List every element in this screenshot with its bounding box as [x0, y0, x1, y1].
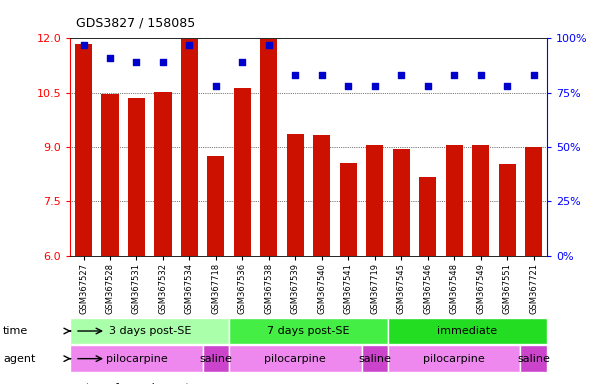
Bar: [207, 156, 224, 256]
Bar: [70, 318, 229, 344]
Point: [105, 55, 115, 61]
Text: transformed count: transformed count: [86, 383, 189, 384]
Text: agent: agent: [3, 354, 35, 364]
Bar: [260, 40, 277, 256]
Bar: [525, 147, 542, 256]
Bar: [234, 88, 251, 256]
Text: GDS3827 / 158085: GDS3827 / 158085: [76, 17, 196, 30]
Point: [423, 83, 433, 89]
Bar: [393, 149, 410, 256]
Point: [158, 59, 168, 65]
Point: [449, 72, 459, 78]
Bar: [499, 164, 516, 256]
Point: [290, 72, 300, 78]
Bar: [155, 92, 172, 256]
Bar: [445, 145, 463, 256]
Point: [343, 83, 353, 89]
Bar: [128, 98, 145, 256]
Point: [370, 83, 379, 89]
Point: [131, 59, 141, 65]
Bar: [388, 318, 547, 344]
Text: pilocarpine: pilocarpine: [423, 354, 485, 364]
Bar: [362, 345, 388, 372]
Bar: [521, 345, 547, 372]
Point: [211, 83, 221, 89]
Bar: [70, 345, 203, 372]
Point: [317, 72, 327, 78]
Text: time: time: [3, 326, 28, 336]
Point: [238, 59, 247, 65]
Point: [476, 72, 486, 78]
Text: 3 days post-SE: 3 days post-SE: [109, 326, 191, 336]
Bar: [313, 135, 331, 256]
Text: pilocarpine: pilocarpine: [265, 354, 326, 364]
Bar: [472, 144, 489, 256]
Bar: [419, 177, 436, 256]
Point: [397, 72, 406, 78]
Point: [264, 42, 274, 48]
Text: saline: saline: [358, 354, 391, 364]
Text: saline: saline: [199, 354, 232, 364]
Point: [185, 42, 194, 48]
Point: [502, 83, 512, 89]
Point: [529, 72, 538, 78]
Bar: [101, 94, 119, 256]
Bar: [181, 39, 198, 256]
Text: immediate: immediate: [437, 326, 497, 336]
Bar: [340, 163, 357, 256]
Bar: [229, 345, 362, 372]
Bar: [229, 318, 388, 344]
Bar: [75, 44, 92, 256]
Text: saline: saline: [517, 354, 550, 364]
Bar: [203, 345, 229, 372]
Text: pilocarpine: pilocarpine: [106, 354, 167, 364]
Bar: [366, 145, 383, 256]
Bar: [287, 134, 304, 256]
Text: ■: ■: [70, 381, 82, 384]
Point: [79, 42, 89, 48]
Text: 7 days post-SE: 7 days post-SE: [267, 326, 350, 336]
Bar: [388, 345, 521, 372]
